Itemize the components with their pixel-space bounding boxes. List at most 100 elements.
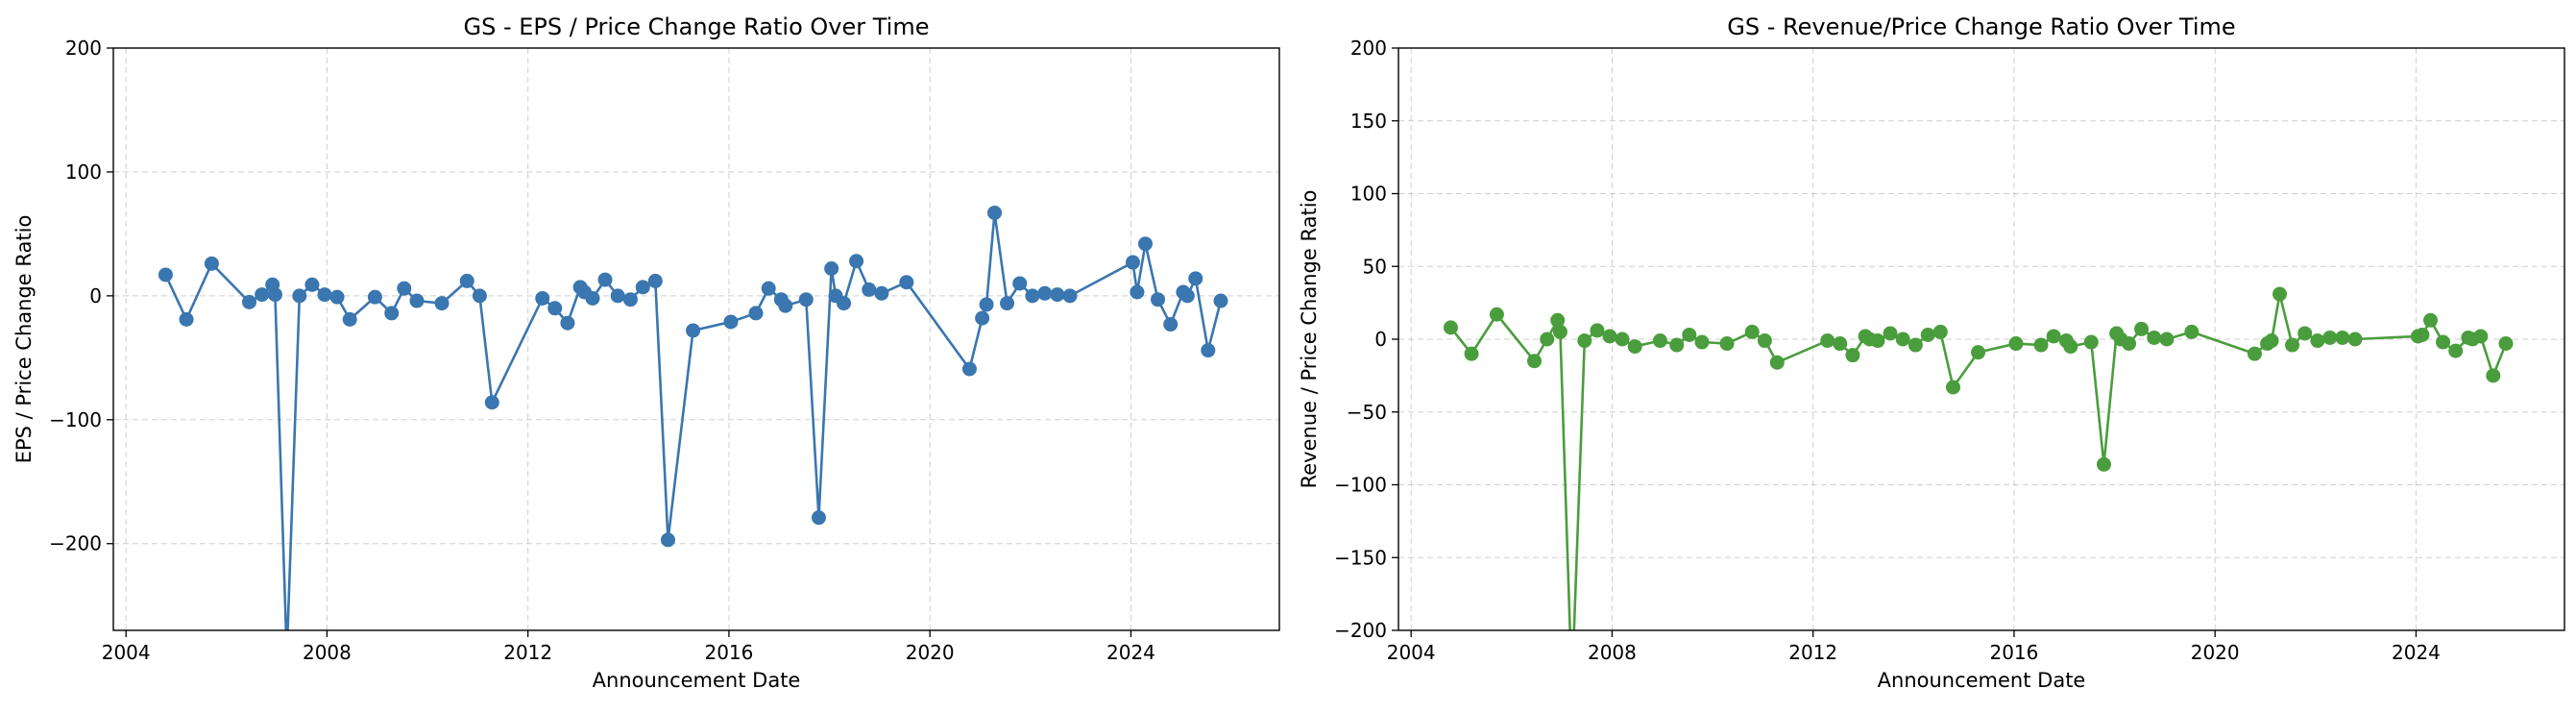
data-point: [1188, 271, 1203, 286]
data-point: [1769, 355, 1785, 370]
x-tick-label: 2004: [1387, 641, 1436, 664]
data-point: [1012, 276, 1028, 291]
x-axis-label: Announcement Date: [1878, 669, 2086, 692]
y-tick-label: 100: [1350, 183, 1387, 206]
data-point: [647, 273, 663, 288]
y-tick-label: 200: [65, 37, 102, 60]
data-point: [1130, 284, 1145, 300]
data-point: [811, 510, 826, 526]
data-point: [2415, 327, 2430, 342]
data-point: [1062, 288, 1078, 304]
data-point: [635, 280, 650, 295]
data-point: [1652, 333, 1667, 349]
data-point: [2285, 337, 2300, 353]
data-point: [1971, 345, 1986, 360]
data-point: [2134, 321, 2150, 336]
data-point: [2008, 336, 2024, 352]
grid-lines: [113, 47, 1279, 630]
data-point: [1443, 320, 1458, 335]
data-point: [761, 281, 776, 296]
data-point: [1201, 343, 1216, 358]
data-point: [2096, 456, 2111, 472]
data-point: [342, 311, 357, 327]
data-point: [837, 296, 852, 311]
data-point: [1945, 380, 1960, 395]
data-point: [2422, 312, 2438, 328]
data-point: [778, 298, 793, 313]
data-point: [610, 288, 625, 304]
series-group: [158, 205, 1228, 630]
data-point: [1669, 337, 1685, 353]
plot-frame: [1397, 47, 2565, 631]
data-point: [472, 288, 487, 304]
data-point: [1163, 317, 1179, 332]
x-tick-label: 2008: [1588, 641, 1637, 664]
data-point: [585, 290, 600, 306]
series-line: [164, 211, 1223, 630]
data-point: [409, 293, 425, 308]
data-point: [1757, 333, 1772, 349]
data-point: [2063, 339, 2078, 355]
data-point: [484, 395, 499, 410]
axis-ticks: 2004 2008 2012 2016 2020 2024 200 100 0 −100 −200: [49, 37, 1155, 664]
y-tick-label: −200: [49, 532, 102, 555]
data-point: [1932, 324, 1948, 339]
series-group: [1443, 286, 2514, 696]
data-point: [2498, 336, 2514, 352]
x-tick-label: 2020: [906, 641, 955, 664]
data-point: [2436, 334, 2451, 350]
x-tick-label: 2004: [102, 641, 151, 664]
data-point: [317, 287, 332, 303]
data-point: [1602, 329, 1617, 344]
y-axis-label: Revenue / Price Change Ratio: [1298, 190, 1321, 489]
x-tick-label: 2024: [1106, 641, 1155, 664]
data-point: [367, 289, 382, 305]
data-point: [267, 287, 282, 303]
y-tick-label: −50: [1347, 401, 1387, 424]
data-point: [1179, 288, 1195, 304]
y-tick-label: −100: [49, 408, 102, 431]
data-point: [2122, 336, 2137, 352]
data-point: [1577, 333, 1592, 349]
data-point: [242, 294, 257, 309]
data-point: [1845, 348, 1860, 363]
data-point: [535, 290, 550, 306]
y-tick-label: 150: [1350, 110, 1387, 133]
data-point: [975, 310, 990, 326]
data-point: [1883, 326, 1898, 341]
data-point: [622, 292, 638, 307]
data-point: [2448, 343, 2464, 358]
x-tick-label: 2016: [1989, 641, 2038, 664]
revenue-chart-panel: 2004 2008 2012 2016 2020 2024 200 150 100 50 0 −50 −…: [1298, 13, 2565, 696]
y-axis-label: EPS / Price Change Ratio: [12, 215, 36, 464]
data-point: [1627, 339, 1642, 355]
data-point: [1489, 307, 1504, 322]
data-point: [2264, 333, 2279, 349]
axis-ticks: 2004 2008 2012 2016 2020 2024 200 150 100 50 0 −50 −…: [1334, 37, 2441, 664]
data-point: [1682, 327, 1697, 342]
data-point: [1565, 681, 1579, 696]
data-point: [2046, 329, 2061, 344]
data-point: [1615, 332, 1630, 347]
data-point: [2347, 332, 2363, 347]
x-tick-label: 2020: [2191, 641, 2240, 664]
data-point: [1000, 296, 1015, 311]
data-point: [987, 205, 1003, 220]
chart-title: GS - Revenue/Price Change Ratio Over Tim…: [1727, 13, 2235, 40]
eps-chart-panel: 2004 2008 2012 2016 2020 2024 200 100 0 −100 −200 G…: [12, 13, 1280, 692]
x-tick-label: 2008: [303, 641, 352, 664]
data-point: [158, 267, 173, 283]
data-point: [1527, 354, 1543, 369]
y-tick-label: −100: [1334, 474, 1387, 497]
data-point: [748, 306, 764, 321]
data-point: [1025, 288, 1040, 304]
data-point: [1137, 236, 1153, 252]
data-point: [1870, 333, 1885, 349]
data-point: [1552, 324, 1567, 339]
data-point: [1833, 336, 1848, 352]
data-point: [798, 292, 814, 307]
plot-frame: [112, 47, 1280, 631]
data-point: [1540, 332, 1555, 347]
grid-lines: [1398, 47, 2564, 631]
